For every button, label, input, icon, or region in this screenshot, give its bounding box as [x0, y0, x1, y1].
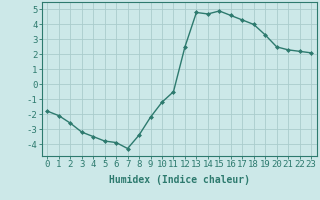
- X-axis label: Humidex (Indice chaleur): Humidex (Indice chaleur): [109, 175, 250, 185]
